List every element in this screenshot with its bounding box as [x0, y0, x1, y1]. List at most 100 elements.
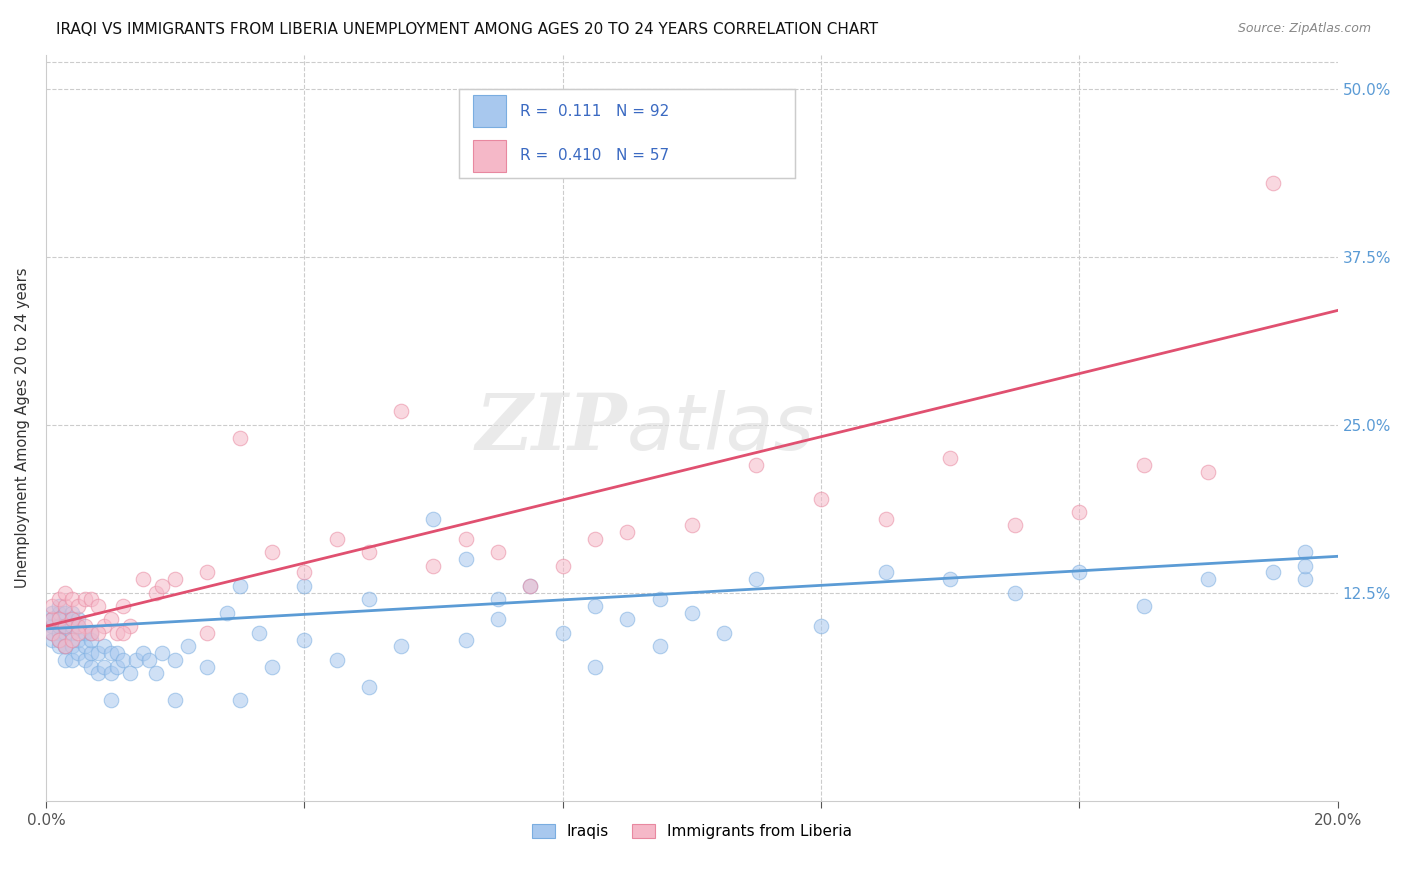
- Point: [60, 606, 83, 620]
- Point: [53, 640, 76, 654]
- Text: ZIP: ZIP: [475, 390, 627, 467]
- Point: [648, 640, 671, 654]
- Point: [80, 592, 103, 607]
- Point: [197, 566, 219, 580]
- Point: [197, 659, 219, 673]
- Point: [292, 632, 315, 647]
- Point: [100, 646, 122, 660]
- Point: [616, 525, 638, 540]
- Point: [60, 632, 83, 647]
- Point: [681, 518, 703, 533]
- Point: [80, 659, 103, 673]
- Point: [1133, 458, 1156, 472]
- Point: [422, 512, 444, 526]
- Point: [112, 626, 135, 640]
- Point: [486, 612, 509, 626]
- Point: [357, 680, 380, 694]
- Point: [41, 612, 63, 626]
- Point: [648, 592, 671, 607]
- Point: [53, 626, 76, 640]
- Y-axis label: Unemployment Among Ages 20 to 24 years: Unemployment Among Ages 20 to 24 years: [15, 268, 30, 588]
- Point: [67, 612, 90, 626]
- Point: [53, 640, 76, 654]
- Point: [681, 606, 703, 620]
- Point: [86, 626, 108, 640]
- Point: [389, 640, 412, 654]
- Point: [454, 552, 477, 566]
- Point: [53, 606, 76, 620]
- Point: [486, 545, 509, 559]
- Point: [875, 512, 897, 526]
- Point: [112, 599, 135, 613]
- Point: [519, 579, 541, 593]
- Point: [1294, 558, 1316, 573]
- Point: [325, 532, 347, 546]
- Point: [112, 653, 135, 667]
- Point: [454, 632, 477, 647]
- Point: [1261, 566, 1284, 580]
- Point: [228, 579, 250, 593]
- Point: [551, 626, 574, 640]
- Point: [150, 646, 173, 660]
- Point: [105, 659, 128, 673]
- Point: [260, 545, 283, 559]
- Point: [165, 693, 187, 707]
- Point: [197, 626, 219, 640]
- Point: [86, 666, 108, 681]
- Point: [93, 640, 115, 654]
- Text: Source: ZipAtlas.com: Source: ZipAtlas.com: [1237, 22, 1371, 36]
- Point: [228, 431, 250, 445]
- Text: IRAQI VS IMMIGRANTS FROM LIBERIA UNEMPLOYMENT AMONG AGES 20 TO 24 YEARS CORRELAT: IRAQI VS IMMIGRANTS FROM LIBERIA UNEMPLO…: [56, 22, 879, 37]
- Point: [138, 653, 160, 667]
- Point: [215, 606, 238, 620]
- Point: [41, 626, 63, 640]
- Point: [93, 659, 115, 673]
- Point: [53, 640, 76, 654]
- Point: [86, 599, 108, 613]
- Point: [713, 626, 735, 640]
- Point: [67, 632, 90, 647]
- Point: [67, 626, 90, 640]
- Point: [53, 599, 76, 613]
- Point: [486, 592, 509, 607]
- Point: [53, 612, 76, 626]
- Point: [292, 579, 315, 593]
- Point: [165, 572, 187, 586]
- Point: [1069, 505, 1091, 519]
- Point: [132, 646, 155, 660]
- Point: [67, 619, 90, 633]
- Point: [551, 558, 574, 573]
- Point: [73, 619, 96, 633]
- Legend: Iraqis, Immigrants from Liberia: Iraqis, Immigrants from Liberia: [526, 818, 858, 846]
- Point: [41, 599, 63, 613]
- Point: [67, 646, 90, 660]
- Point: [145, 666, 167, 681]
- Point: [939, 451, 962, 466]
- Point: [292, 566, 315, 580]
- Point: [86, 646, 108, 660]
- Point: [616, 612, 638, 626]
- Point: [1198, 572, 1220, 586]
- Point: [73, 592, 96, 607]
- Point: [1069, 566, 1091, 580]
- Point: [583, 532, 606, 546]
- Point: [41, 632, 63, 647]
- Point: [389, 404, 412, 418]
- Point: [80, 646, 103, 660]
- Point: [41, 626, 63, 640]
- Point: [810, 619, 832, 633]
- Point: [48, 612, 70, 626]
- Point: [48, 606, 70, 620]
- Point: [357, 592, 380, 607]
- Point: [100, 666, 122, 681]
- Text: atlas: atlas: [627, 390, 815, 466]
- Point: [177, 640, 200, 654]
- Point: [60, 640, 83, 654]
- Point: [260, 659, 283, 673]
- Point: [60, 592, 83, 607]
- Point: [60, 612, 83, 626]
- Point: [583, 599, 606, 613]
- Point: [100, 693, 122, 707]
- Point: [583, 659, 606, 673]
- Point: [519, 579, 541, 593]
